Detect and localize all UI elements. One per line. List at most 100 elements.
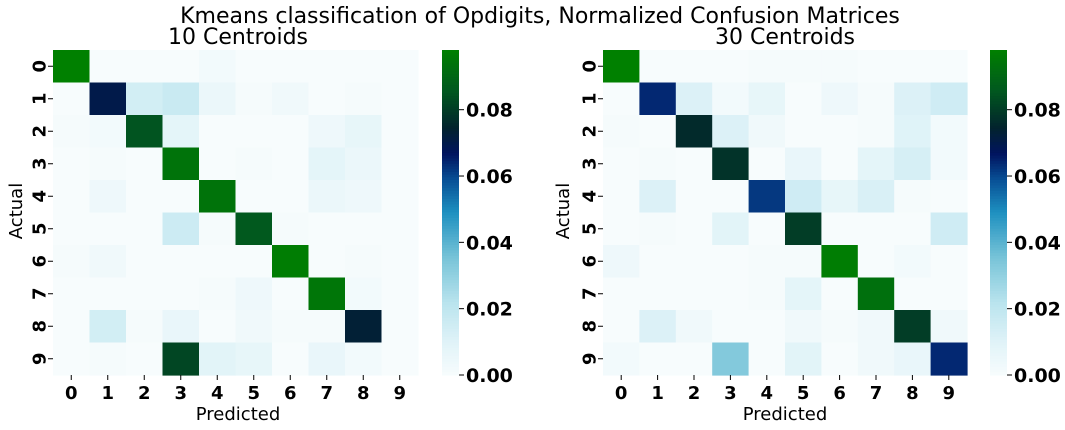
y-axis-label: Actual <box>6 183 27 239</box>
colorbar-segment <box>442 234 459 238</box>
colorbar-segment <box>442 310 459 314</box>
heatmap-cell-r0-c1 <box>639 50 677 84</box>
heatmap-cell-r6-c6 <box>272 245 310 279</box>
colorbar-segment <box>442 345 459 349</box>
colorbar-segment <box>990 66 1007 70</box>
heatmap-cell-r2-c3 <box>162 115 200 149</box>
y-tick-label: 3 <box>30 157 51 170</box>
heatmap-cell-r2-c0 <box>603 115 640 149</box>
colorbar-segment <box>990 174 1007 178</box>
colorbar-segment <box>990 101 1007 105</box>
heatmap-cell-r1-c3 <box>712 82 750 116</box>
colorbar-segment <box>442 120 459 124</box>
colorbar-segment <box>442 364 459 368</box>
colorbar-segment <box>442 353 459 357</box>
heatmap-cell-r2-c8 <box>894 115 932 149</box>
heatmap-cell-r7-c8 <box>894 277 932 311</box>
colorbar-segment <box>990 358 1007 362</box>
colorbar-segment <box>990 320 1007 325</box>
colorbar-segment <box>442 123 459 127</box>
y-tick-label: 9 <box>580 352 601 365</box>
heatmap-cell-r2-c6 <box>272 115 310 149</box>
x-tick-label: 7 <box>320 383 333 404</box>
colorbar-segment <box>442 139 459 143</box>
x-axis-label: Predicted <box>196 404 281 425</box>
heatmap-cell-r5-c8 <box>345 212 383 246</box>
colorbar-segment <box>442 207 459 211</box>
heatmap-cell-r4-c4 <box>748 180 786 214</box>
heatmap-cell-r2-c9 <box>381 115 419 149</box>
colorbar-segment <box>442 220 459 224</box>
heatmap-cell-r3-c8 <box>894 147 932 181</box>
colorbar-segment <box>990 144 1007 148</box>
heatmap-cell-r4-c1 <box>89 180 127 214</box>
colorbar-segment <box>990 182 1007 186</box>
heatmap-cell-r6-c5 <box>235 245 273 279</box>
colorbar-segment <box>442 55 459 59</box>
colorbar-segment <box>990 96 1007 100</box>
colorbar-segment <box>990 274 1007 278</box>
heatmap-cell-r9-c7 <box>857 342 895 376</box>
colorbar-segment <box>442 71 459 75</box>
heatmap-cell-r9-c8 <box>894 342 932 376</box>
colorbar-segment <box>442 223 459 227</box>
heatmap-cell-r2-c0 <box>53 115 91 149</box>
colorbar-segment <box>990 328 1007 333</box>
colorbar-segment <box>442 318 459 322</box>
heatmap-cell-r2-c3 <box>712 115 750 149</box>
colorbar-segment <box>990 123 1007 127</box>
x-tick-label: 9 <box>393 383 406 404</box>
colorbar-segment <box>442 315 459 319</box>
colorbar-segment <box>442 198 459 203</box>
colorbar-segment <box>990 117 1007 121</box>
heatmap-cell-r9-c2 <box>675 342 713 376</box>
colorbar-segment <box>442 342 459 346</box>
colorbar-segment <box>990 112 1007 116</box>
heatmap-cell-r6-c4 <box>199 245 237 279</box>
colorbar-segment <box>442 177 459 181</box>
heatmap-cell-r2-c7 <box>857 115 895 149</box>
colorbar-segment <box>442 266 459 270</box>
colorbar-segment <box>442 299 459 303</box>
y-tick-labels: 0 1 2 3 4 5 6 7 8 9 <box>30 60 53 365</box>
heatmap-cell-r0-c0 <box>53 50 91 84</box>
colorbar-segment <box>990 71 1007 75</box>
heatmap-cell-r1-c6 <box>272 82 310 116</box>
heatmap-cell-r0-c5 <box>785 50 822 84</box>
colorbar-segment <box>990 258 1007 262</box>
heatmap-cell-r3-c3 <box>162 147 200 181</box>
colorbar-segment <box>990 93 1007 97</box>
y-tick-label: 0 <box>30 60 51 73</box>
heatmap-cell-r6-c7 <box>308 245 346 279</box>
colorbar-segment <box>442 245 459 249</box>
heatmap-cell-r6-c0 <box>603 245 640 279</box>
colorbar-segment <box>990 212 1007 216</box>
colorbar-tick-label: 0.08 <box>466 100 513 122</box>
heatmap-cell-r3-c6 <box>821 147 859 181</box>
heatmap-cell-r7-c0 <box>53 277 91 311</box>
heatmap-cell-r7-c2 <box>126 277 164 311</box>
colorbar-segment <box>990 261 1007 265</box>
colorbar-segment <box>990 158 1007 162</box>
heatmap-cell-r5-c6 <box>272 212 310 246</box>
colorbar-segment <box>442 201 459 205</box>
heatmap-cell-r0-c4 <box>748 50 786 84</box>
heatmap-cell-r3-c2 <box>126 147 164 181</box>
colorbar-segment <box>442 288 459 292</box>
colorbar-segment <box>442 263 459 268</box>
colorbar-segment <box>990 166 1007 170</box>
heatmap-cell-r8-c5 <box>785 310 822 344</box>
colorbar-segment <box>990 247 1007 251</box>
colorbar-segment <box>990 52 1007 56</box>
colorbar-segment <box>990 150 1007 154</box>
colorbar-segment <box>990 209 1007 213</box>
heatmap-cell-r7-c9 <box>930 277 968 311</box>
colorbar-segment <box>990 198 1007 203</box>
heatmap-cell-r9-c7 <box>308 342 346 376</box>
heatmap-cell-r2-c8 <box>345 115 383 149</box>
heatmap-cell-r5-c5 <box>235 212 273 246</box>
colorbar-segment <box>442 274 459 278</box>
colorbar-segment <box>442 96 459 100</box>
colorbar-tick-label: 0.06 <box>466 166 513 188</box>
y-tick-label: 2 <box>580 125 601 138</box>
